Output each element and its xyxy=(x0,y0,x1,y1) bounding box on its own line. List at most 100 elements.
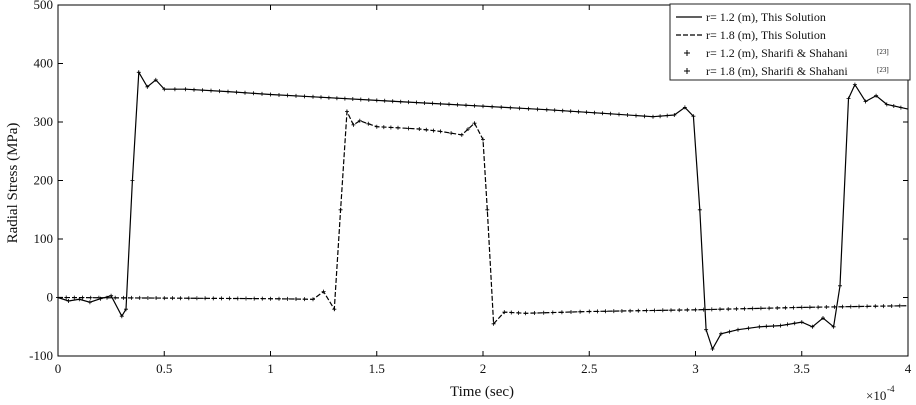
reference-marker xyxy=(350,97,355,101)
reference-marker xyxy=(764,324,769,329)
reference-marker xyxy=(810,324,815,329)
reference-marker xyxy=(807,305,812,310)
reference-marker xyxy=(693,307,698,312)
reference-marker xyxy=(119,314,124,319)
reference-marker xyxy=(634,113,638,118)
reference-marker xyxy=(767,306,772,311)
reference-marker xyxy=(792,321,797,326)
reference-marker xyxy=(374,124,379,129)
plot-area xyxy=(56,70,909,351)
legend-citation: [23] xyxy=(877,66,889,74)
y-tick-label: 0 xyxy=(47,290,54,305)
x-tick-label: 3 xyxy=(692,361,699,376)
reference-marker xyxy=(898,105,903,110)
reference-marker xyxy=(203,296,208,301)
reference-marker xyxy=(130,178,135,183)
reference-marker xyxy=(121,295,126,300)
reference-marker xyxy=(897,303,902,308)
reference-marker xyxy=(544,107,549,112)
reference-marker xyxy=(685,307,690,312)
reference-marker xyxy=(345,109,349,114)
reference-marker xyxy=(665,113,670,118)
reference-marker xyxy=(710,347,715,351)
reference-marker xyxy=(758,306,763,311)
reference-marker xyxy=(642,114,647,119)
reference-marker xyxy=(746,326,751,331)
reference-marker xyxy=(294,297,298,301)
x-tick-label: 1 xyxy=(267,361,274,376)
reference-marker xyxy=(321,289,326,294)
reference-marker xyxy=(424,127,429,132)
reference-marker xyxy=(535,107,540,112)
reference-marker xyxy=(636,308,641,313)
reference-marker xyxy=(552,108,557,113)
reference-marker xyxy=(311,297,315,302)
reference-marker xyxy=(227,296,232,301)
reference-marker xyxy=(840,304,845,309)
reference-marker xyxy=(438,101,443,106)
reference-marker xyxy=(516,310,521,315)
reference-marker xyxy=(569,310,573,314)
x-tick-label: 1.5 xyxy=(369,361,385,376)
reference-marker xyxy=(750,306,755,311)
reference-marker xyxy=(595,309,600,314)
reference-marker xyxy=(550,310,555,315)
reference-marker xyxy=(417,127,422,131)
reference-marker xyxy=(422,101,427,105)
reference-marker xyxy=(145,84,150,89)
reference-marker xyxy=(219,296,224,301)
reference-marker xyxy=(243,90,247,95)
reference-marker xyxy=(382,98,387,103)
reference-marker xyxy=(338,207,343,212)
reference-marker xyxy=(332,307,337,312)
reference-marker xyxy=(172,87,177,92)
reference-marker xyxy=(791,305,796,310)
reference-marker xyxy=(658,114,663,119)
reference-marker xyxy=(617,112,621,117)
reference-marker xyxy=(726,307,731,312)
reference-marker xyxy=(466,127,471,131)
reference-marker xyxy=(351,122,356,127)
legend-swatch-marker xyxy=(684,50,690,56)
reference-marker xyxy=(778,323,783,328)
reference-marker xyxy=(113,295,118,300)
reference-marker xyxy=(481,104,485,109)
reference-marker xyxy=(502,310,507,315)
reference-marker xyxy=(200,88,205,93)
reference-marker xyxy=(677,308,682,313)
legend-label: r= 1.8 (m), This Solution xyxy=(706,28,826,42)
reference-marker xyxy=(406,126,411,131)
reference-marker xyxy=(532,311,537,315)
reference-markers-r18 xyxy=(56,109,902,326)
reference-marker xyxy=(374,98,379,103)
reference-marker xyxy=(472,103,477,108)
y-tick-label: 200 xyxy=(34,173,54,188)
reference-marker xyxy=(153,77,158,82)
reference-marker xyxy=(891,104,896,108)
reference-marker xyxy=(388,125,393,130)
reference-marker xyxy=(517,106,522,111)
reference-marker xyxy=(244,296,248,301)
y-tick-label: 100 xyxy=(34,231,54,246)
reference-marker xyxy=(783,305,788,310)
reference-marker xyxy=(260,91,264,96)
y-tick-label: -100 xyxy=(29,348,53,363)
reference-marker xyxy=(523,311,528,316)
reference-marker xyxy=(660,308,665,313)
reference-marker xyxy=(137,295,142,300)
reference-marker xyxy=(848,304,853,309)
legend-label: r= 1.2 (m), This Solution xyxy=(706,10,826,24)
reference-marker xyxy=(285,296,290,301)
reference-marker xyxy=(652,308,657,313)
legend-label: r= 1.2 (m), Sharifi & Shahani xyxy=(706,46,848,60)
reference-marker xyxy=(64,295,69,300)
reference-marker xyxy=(183,87,188,92)
reference-marker xyxy=(178,296,183,301)
reference-marker xyxy=(884,102,889,107)
reference-marker xyxy=(252,296,257,301)
reference-marker xyxy=(234,90,239,95)
reference-marker xyxy=(625,113,630,117)
reference-marker xyxy=(217,89,222,94)
reference-marker xyxy=(490,104,495,109)
reference-marker xyxy=(260,296,265,301)
